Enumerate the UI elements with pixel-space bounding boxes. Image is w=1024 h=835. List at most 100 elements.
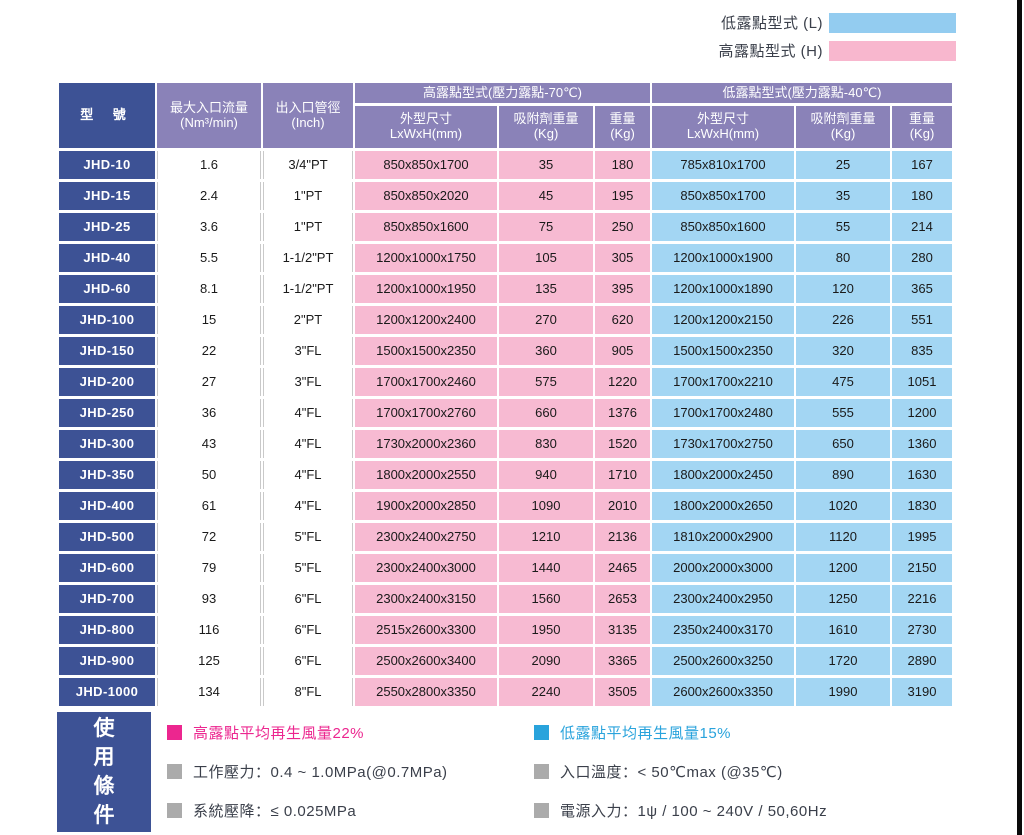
square-bullet-icon — [167, 763, 182, 779]
cell-model: JHD-700 — [59, 585, 155, 613]
cell-h-adsorbent-weight: 1090 — [499, 492, 593, 520]
cell-pipe-size: 2"PT — [263, 306, 353, 334]
legend-color-swatch — [829, 12, 956, 33]
cell-l-weight: 280 — [892, 244, 952, 272]
cell-l-adsorbent-weight: 120 — [796, 275, 890, 303]
cell-h-adsorbent-weight: 105 — [499, 244, 593, 272]
cell-model: JHD-200 — [59, 368, 155, 396]
header-sub-ads-high: 吸附劑重量 (Kg) — [499, 106, 593, 148]
cell-pipe-size: 4"FL — [263, 461, 353, 489]
cell-model: JHD-600 — [59, 554, 155, 582]
header-pipe-size: 出入口管徑 (Inch) — [263, 83, 353, 148]
cell-l-dimensions: 1730x1700x2750 — [652, 430, 794, 458]
cell-h-dimensions: 850x850x2020 — [355, 182, 497, 210]
cell-h-adsorbent-weight: 940 — [499, 461, 593, 489]
header-sub-dim-high: 外型尺寸 LxWxH(mm) — [355, 106, 497, 148]
cell-max-inlet-flow: 72 — [157, 523, 261, 551]
cell-max-inlet-flow: 116 — [157, 616, 261, 644]
cell-h-adsorbent-weight: 660 — [499, 399, 593, 427]
cell-l-adsorbent-weight: 555 — [796, 399, 890, 427]
cell-h-dimensions: 2550x2800x3350 — [355, 678, 497, 706]
header-line2: (Kg) — [830, 126, 856, 141]
square-bullet-icon — [167, 802, 182, 818]
square-bullet-icon — [167, 724, 182, 740]
cell-l-adsorbent-weight: 80 — [796, 244, 890, 272]
cell-h-adsorbent-weight: 830 — [499, 430, 593, 458]
cell-max-inlet-flow: 50 — [157, 461, 261, 489]
cell-l-dimensions: 1700x1700x2210 — [652, 368, 794, 396]
condition-item-right-1: 入口溫度：< 50℃max (@35℃) — [534, 761, 954, 781]
cell-model: JHD-1000 — [59, 678, 155, 706]
cell-h-adsorbent-weight: 1560 — [499, 585, 593, 613]
cell-pipe-size: 1-1/2"PT — [263, 244, 353, 272]
header-sub-wt-high: 重量 (Kg) — [595, 106, 650, 148]
cell-l-weight: 1200 — [892, 399, 952, 427]
cell-model: JHD-10 — [59, 151, 155, 179]
legend-label: 高露點型式 (H) — [718, 43, 823, 60]
cell-max-inlet-flow: 3.6 — [157, 213, 261, 241]
header-row-subcolumns: 外型尺寸 LxWxH(mm) 吸附劑重量 (Kg) 重量 (Kg) 外型尺寸 LxWxH(mm… — [59, 106, 952, 148]
table-row-jhd-200: JHD-200 27 3"FL 1700x1700x2460 575 1220 1700x1… — [59, 368, 952, 396]
cell-h-adsorbent-weight: 75 — [499, 213, 593, 241]
cell-model: JHD-60 — [59, 275, 155, 303]
cell-h-weight: 2136 — [595, 523, 650, 551]
header-line1: 外型尺寸 — [696, 111, 749, 127]
cell-h-weight: 2010 — [595, 492, 650, 520]
square-bullet-icon — [534, 763, 549, 779]
cell-l-weight: 214 — [892, 213, 952, 241]
cell-l-dimensions: 1200x1000x1900 — [652, 244, 794, 272]
cell-l-weight: 835 — [892, 337, 952, 365]
cell-max-inlet-flow: 134 — [157, 678, 261, 706]
usage-conditions-title: 使用條件 — [57, 712, 151, 832]
conditions-column-right: 低露點平均再生風量15% 入口溫度：< 50℃max (@35℃) 電源入力：1ψ … — [534, 712, 954, 832]
cell-l-dimensions: 850x850x1600 — [652, 213, 794, 241]
legend-color-swatch — [829, 40, 956, 61]
cell-h-adsorbent-weight: 1950 — [499, 616, 593, 644]
cell-h-adsorbent-weight: 1210 — [499, 523, 593, 551]
header-line1: 重量 — [609, 111, 636, 127]
cell-model: JHD-25 — [59, 213, 155, 241]
cell-h-dimensions: 1730x2000x2360 — [355, 430, 497, 458]
cell-max-inlet-flow: 27 — [157, 368, 261, 396]
cell-h-weight: 2465 — [595, 554, 650, 582]
header-row-groups: 型 號最大入口流量 (Nm³/min) 出入口管徑 (Inch) 高露點型式(壓力露點-… — [59, 83, 952, 148]
condition-item-left-0: 高露點平均再生風量22% — [167, 722, 522, 742]
usage-conditions-title-char: 使 — [93, 717, 115, 740]
header-sub-wt-low: 重量 (Kg) — [892, 106, 952, 148]
condition-item-right-2: 電源入力：1ψ / 100 ~ 240V / 50,60Hz — [534, 800, 954, 820]
table-row-jhd-60: JHD-60 8.1 1-1/2"PT 1200x1000x1950 135 395 120… — [59, 275, 952, 303]
cell-h-weight: 3505 — [595, 678, 650, 706]
cell-h-adsorbent-weight: 135 — [499, 275, 593, 303]
cell-l-adsorbent-weight: 1610 — [796, 616, 890, 644]
table-row-jhd-300: JHD-300 43 4"FL 1730x2000x2360 830 1520 1730x1… — [59, 430, 952, 458]
condition-text: 電源入力：1ψ / 100 ~ 240V / 50,60Hz — [560, 802, 828, 820]
table-row-jhd-700: JHD-700 93 6"FL 2300x2400x3150 1560 2653 2300x… — [59, 585, 952, 613]
cell-model: JHD-100 — [59, 306, 155, 334]
cell-h-adsorbent-weight: 1440 — [499, 554, 593, 582]
cell-l-dimensions: 2300x2400x2950 — [652, 585, 794, 613]
header-line2: (Nm³/min) — [180, 114, 238, 130]
legend-item-1: 高露點型式 (H) — [600, 40, 956, 61]
table-row-jhd-800: JHD-800 116 6"FL 2515x2600x3300 1950 3135 2350… — [59, 616, 952, 644]
cell-h-weight: 195 — [595, 182, 650, 210]
table-row-jhd-400: JHD-400 61 4"FL 1900x2000x2850 1090 2010 1800x… — [59, 492, 952, 520]
cell-l-dimensions: 2600x2600x3350 — [652, 678, 794, 706]
cell-h-weight: 180 — [595, 151, 650, 179]
table-row-jhd-900: JHD-900 125 6"FL 2500x2600x3400 2090 3365 2500… — [59, 647, 952, 675]
condition-text: 系統壓降：≤ 0.025MPa — [193, 802, 357, 820]
cell-h-dimensions: 2500x2600x3400 — [355, 647, 497, 675]
cell-h-dimensions: 2300x2400x2750 — [355, 523, 497, 551]
cell-pipe-size: 3"FL — [263, 368, 353, 396]
cell-h-dimensions: 1200x1000x1950 — [355, 275, 497, 303]
cell-l-weight: 551 — [892, 306, 952, 334]
cell-l-adsorbent-weight: 55 — [796, 213, 890, 241]
condition-text: 低露點平均再生風量15% — [560, 724, 732, 742]
cell-model: JHD-300 — [59, 430, 155, 458]
cell-l-dimensions: 850x850x1700 — [652, 182, 794, 210]
header-line1: 吸附劑重量 — [810, 111, 876, 127]
cell-model: JHD-900 — [59, 647, 155, 675]
cell-h-adsorbent-weight: 2240 — [499, 678, 593, 706]
cell-l-adsorbent-weight: 1720 — [796, 647, 890, 675]
condition-text: 高露點平均再生風量22% — [193, 724, 365, 742]
